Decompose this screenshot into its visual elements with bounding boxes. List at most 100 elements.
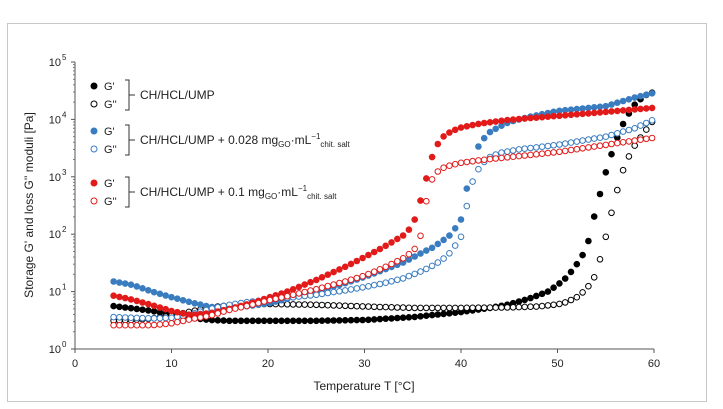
data-point [434,140,442,148]
data-point [266,317,274,325]
data-point [376,303,384,311]
data-point [440,304,447,312]
legend-group-label: CH/HCL/UMP + 0.1 mgGO·mL−1chit. salt [140,184,337,201]
data-point [156,314,164,322]
data-point [295,317,303,325]
data-point [359,272,366,280]
data-point [295,301,303,308]
data-point [370,303,378,311]
data-point [515,303,523,311]
x-tick-label: 10 [165,358,177,370]
data-point [295,283,303,291]
data-point [585,144,592,151]
data-point [561,275,569,282]
data-point [556,148,563,156]
data-point [423,265,430,273]
data-point [567,296,575,304]
y-tick-label: 10 [49,114,61,126]
data-point [619,97,627,105]
data-point [359,316,366,324]
data-point [608,150,615,158]
data-point [185,316,193,323]
y-tick-label: 10 [49,344,61,356]
data-point [388,260,395,268]
data-point [353,302,361,310]
data-point [521,145,529,152]
data-point [365,270,372,278]
data-point [608,101,615,108]
data-point [365,303,372,310]
data-point [347,286,355,293]
data-point [133,305,141,313]
data-point [567,146,575,154]
data-point [596,190,604,198]
data-point [336,302,343,309]
data-point [434,168,442,175]
data-point [498,149,505,156]
data-point [608,108,615,115]
data-point [353,274,361,282]
data-point [573,145,581,153]
data-point [347,260,355,268]
data-point [145,287,152,294]
data-point [463,123,471,130]
data-point [556,112,563,120]
data-point [226,317,233,325]
data-point [260,298,268,305]
data-point [446,162,453,169]
data-point [643,126,650,133]
data-point [423,197,430,205]
data-point [486,128,494,136]
data-point [544,113,552,120]
data-point [347,276,355,284]
data-point [538,290,546,298]
data-point [434,259,442,266]
data-point [446,250,453,257]
data-point [307,301,314,309]
data-point [579,145,586,152]
data-point [133,314,141,322]
data-point [243,302,251,310]
x-tick-label: 50 [551,358,563,370]
legend-bracket [125,176,135,208]
data-point [272,317,280,325]
data-point [394,276,401,284]
data-point [394,314,401,322]
data-point [116,314,123,321]
data-points [110,89,656,329]
data-point [399,304,407,311]
data-point [619,139,627,146]
data-point [284,292,291,300]
data-point [544,288,552,295]
data-point [336,266,343,273]
data-point [110,302,117,310]
data-point [324,289,332,297]
data-point [289,317,297,325]
data-point [457,216,465,223]
data-point [313,291,320,299]
data-point [602,141,610,149]
data-point [423,304,430,312]
data-point [145,321,152,329]
legend-marker [90,100,98,108]
data-point [440,236,447,244]
data-point [399,275,407,282]
data-point [382,303,390,311]
data-point [527,151,534,159]
data-point [359,303,366,310]
data-point [145,300,152,308]
data-point [596,134,604,141]
data-point [550,112,557,120]
y-tick-exponent: 4 [62,110,67,119]
data-point [411,245,419,253]
data-point [150,321,158,329]
data-point [185,298,193,306]
data-point [289,286,297,293]
data-point [475,304,482,312]
y-tick-exponent: 1 [62,283,67,292]
data-point [475,157,482,164]
data-point [561,140,569,147]
data-point [324,301,332,309]
data-point [133,297,141,305]
